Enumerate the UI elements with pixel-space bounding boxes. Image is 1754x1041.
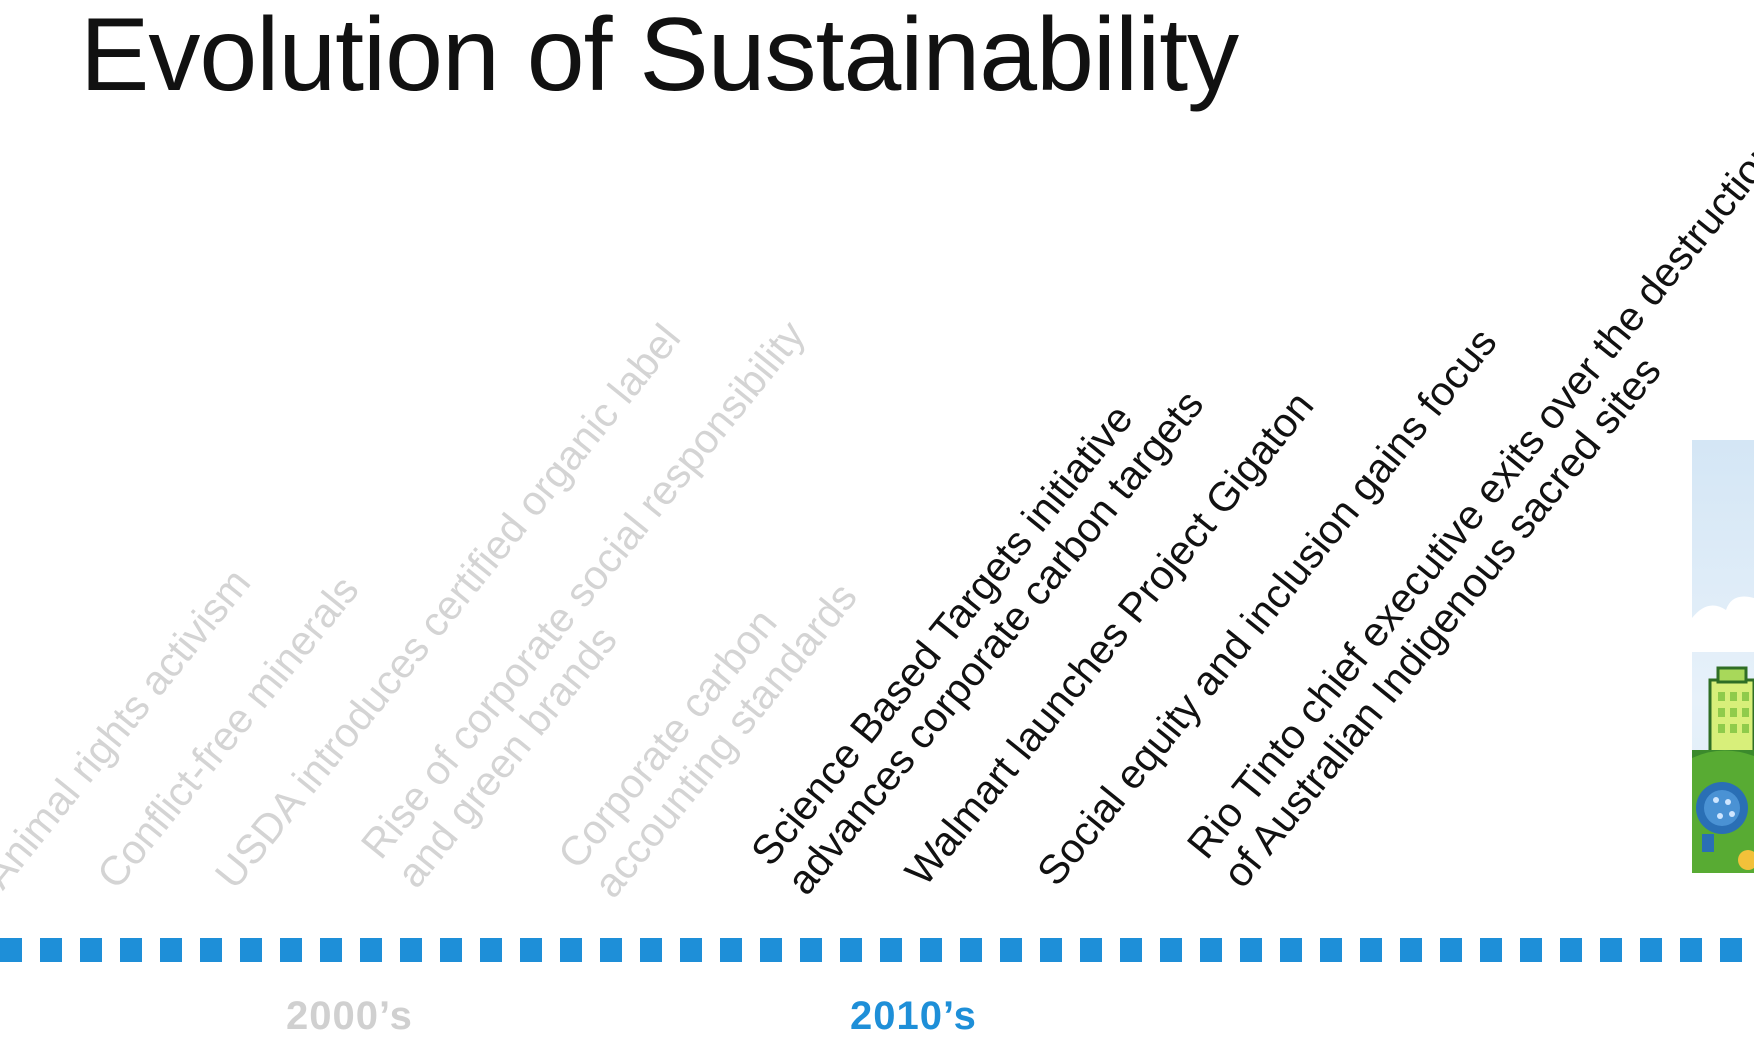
city-sustainability-illustration — [1692, 440, 1754, 873]
timeline-dashed-line — [0, 938, 1754, 962]
decade-label-2010s: 2010’s — [850, 994, 977, 1038]
city-illustration-graphic — [1692, 596, 1754, 873]
decade-label-2000s: 2000’s — [286, 994, 413, 1038]
page-title: Evolution of Sustainability — [80, 0, 1239, 113]
event-rio-tinto: Rio Tinto chief executive exits over the… — [1178, 129, 1754, 896]
